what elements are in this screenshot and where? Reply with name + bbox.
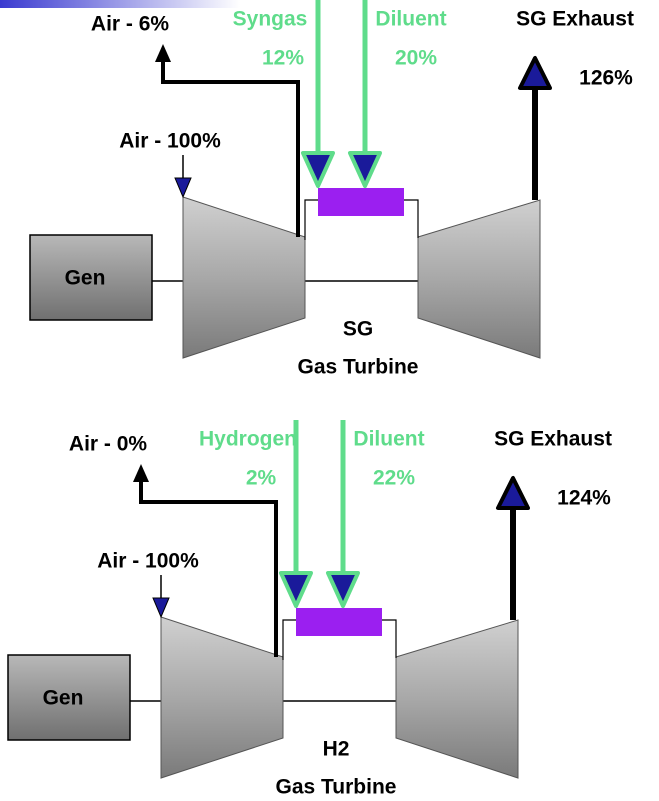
casing — [304, 199, 318, 240]
air-in-head — [152, 597, 170, 619]
air-bleed-line — [139, 480, 278, 657]
exhaust-head — [496, 476, 530, 510]
exhaust-pct: 124% — [557, 487, 611, 510]
turbine — [417, 199, 541, 359]
exhaust-pct: 126% — [579, 67, 633, 90]
turbine-subtitle: Gas Turbine — [276, 776, 397, 799]
generator — [29, 234, 153, 321]
casing — [382, 619, 397, 658]
diluent-label: Diluent — [375, 8, 446, 31]
arrow-head — [155, 44, 171, 62]
diluent-pct: 20% — [395, 47, 437, 70]
compressor — [182, 196, 306, 359]
fuel-label: Hydrogen — [199, 428, 297, 451]
fuel-pct: 2% — [246, 467, 277, 490]
generator-label: Gen — [65, 267, 106, 290]
turbine — [395, 619, 519, 779]
turbine-diagram: Air - 6% Syngas 12% Diluent 20% SG Exhaust 126… — [29, 0, 634, 379]
fuel-label: Syngas — [233, 8, 308, 31]
turbine-diagram: Air - 0% Hydrogen 2% Diluent 22% SG Exhaust 12… — [7, 420, 612, 799]
combustor — [296, 608, 382, 636]
diluent-pct: 22% — [373, 467, 415, 490]
air-out-label: Air - 0% — [69, 433, 148, 456]
air-in-label: Air - 100% — [119, 130, 221, 153]
generator-label: Gen — [43, 687, 84, 710]
turbine-name: H2 — [323, 738, 350, 761]
casing — [282, 619, 296, 660]
combustor — [318, 188, 404, 216]
exhaust-label: SG Exhaust — [516, 8, 634, 31]
feed-arrow-head — [348, 151, 382, 188]
air-bleed-line — [161, 60, 300, 237]
turbine-subtitle: Gas Turbine — [298, 356, 419, 379]
turbine-name: SG — [343, 318, 373, 341]
arrow-head — [133, 464, 149, 482]
air-in-head — [174, 177, 192, 199]
air-out-label: Air - 6% — [91, 13, 170, 36]
casing — [404, 199, 419, 238]
feed-arrow-head — [326, 571, 360, 608]
feed-arrow-head — [301, 151, 335, 188]
exhaust-label: SG Exhaust — [494, 428, 612, 451]
exhaust-head — [518, 56, 552, 90]
air-in-label: Air - 100% — [97, 550, 199, 573]
generator — [7, 654, 131, 741]
compressor — [160, 616, 284, 779]
header-bar — [0, 0, 240, 8]
feed-arrow-head — [279, 571, 313, 608]
fuel-pct: 12% — [262, 47, 304, 70]
diluent-label: Diluent — [353, 428, 424, 451]
